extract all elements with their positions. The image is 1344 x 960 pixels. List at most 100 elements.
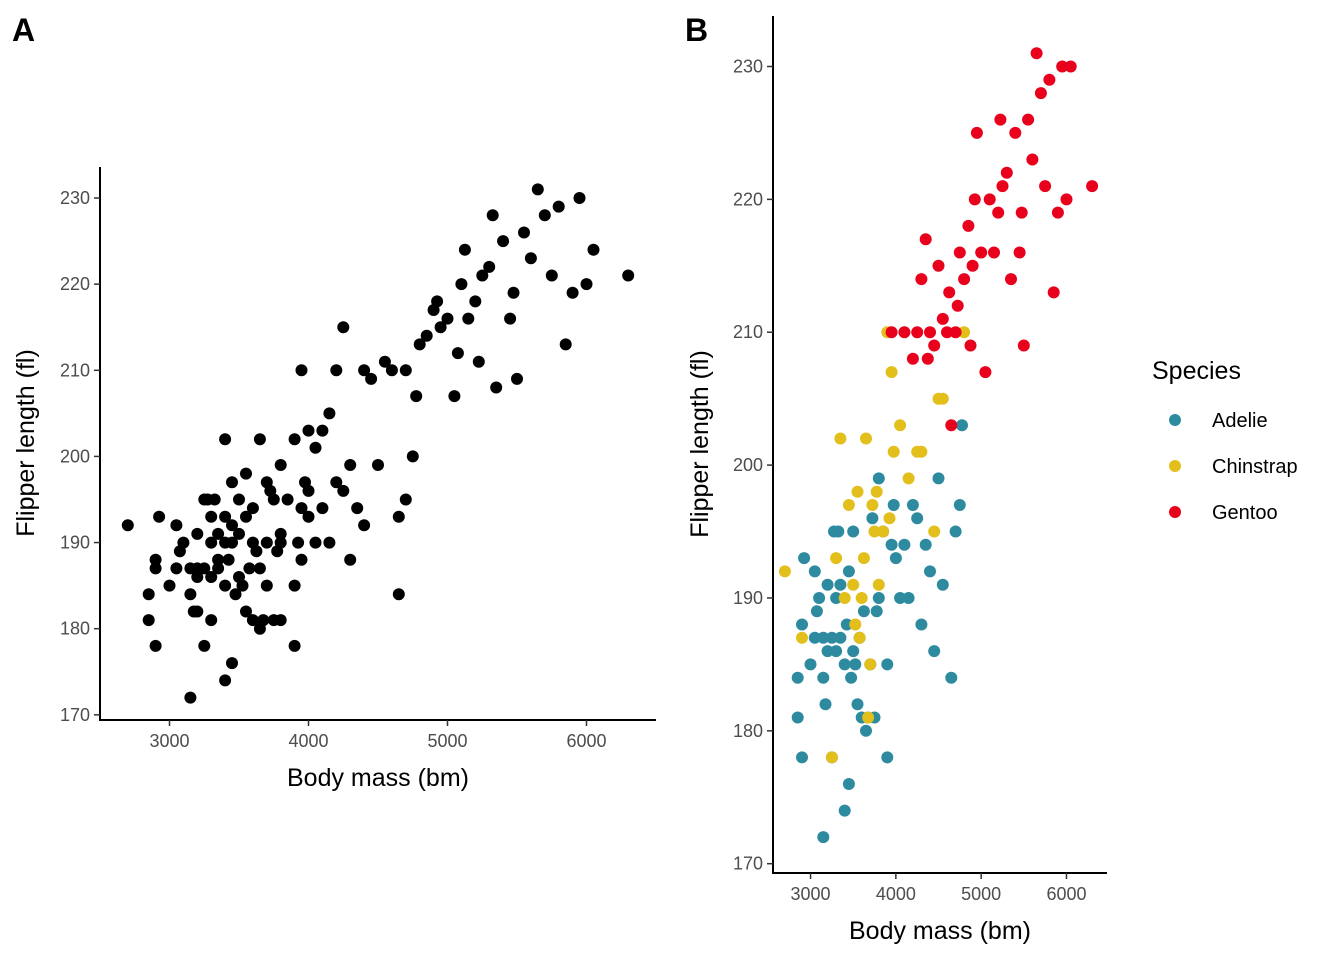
panel-b-point-gentoo bbox=[1015, 206, 1028, 219]
legend-item-gentoo: Gentoo bbox=[1169, 502, 1278, 524]
panel-b-point-adelie bbox=[928, 645, 941, 658]
panel-a-point-point bbox=[295, 364, 308, 377]
legend-swatch-adelie bbox=[1169, 414, 1181, 426]
panel-b-x-tick-label: 4000 bbox=[876, 884, 916, 904]
panel-b-point-adelie bbox=[872, 472, 885, 485]
panel-b-point-adelie bbox=[949, 525, 962, 538]
panel-a-point-point bbox=[476, 269, 489, 282]
panel-b-point-chinstrap bbox=[860, 432, 872, 445]
panel-b-point-chinstrap bbox=[847, 578, 860, 591]
panel-b-point-adelie bbox=[956, 419, 968, 432]
legend-item-adelie: Adelie bbox=[1169, 410, 1268, 432]
panel-b-point-adelie bbox=[834, 631, 847, 644]
panel-a-point-point bbox=[198, 639, 211, 652]
panel-b-point-gentoo bbox=[1051, 206, 1064, 219]
legend-label-gentoo: Gentoo bbox=[1212, 502, 1278, 524]
panel-b-point-adelie bbox=[838, 658, 851, 671]
panel-b-point-adelie bbox=[849, 658, 862, 671]
panel-b-point-gentoo bbox=[964, 339, 977, 352]
panel-a-point-point bbox=[219, 674, 232, 687]
panel-a-point-point bbox=[378, 355, 391, 368]
panel-b-point-adelie bbox=[832, 525, 845, 538]
panel-b-point-gentoo bbox=[1009, 126, 1022, 139]
panel-a-point-point bbox=[483, 260, 496, 273]
panel-b-point-gentoo bbox=[941, 326, 953, 339]
panel-b-point-chinstrap bbox=[883, 512, 896, 525]
panel-a-point-point bbox=[316, 502, 329, 515]
panel-a-point-point bbox=[274, 536, 287, 549]
panel-a-point-point bbox=[472, 355, 485, 368]
panel-a-x-tick-label: 6000 bbox=[566, 731, 606, 751]
panel-b-point-chinstrap bbox=[842, 499, 855, 511]
panel-b-point-adelie bbox=[872, 592, 885, 604]
panel-a-point-point bbox=[302, 424, 315, 437]
panel-b-point-gentoo bbox=[979, 366, 992, 379]
panel-b-point-gentoo bbox=[936, 312, 949, 325]
panel-a-point-point bbox=[497, 235, 510, 248]
panel-b-point-gentoo bbox=[919, 233, 932, 246]
panel-b-y-ticks: 170 180 190 200 210 220 230 bbox=[733, 56, 773, 874]
panel-a-point-point bbox=[205, 536, 218, 549]
panel-a-x-axis-title: Body mass (bm) bbox=[287, 764, 469, 792]
panel-a-point-point bbox=[250, 545, 263, 558]
panel-a-point-point bbox=[281, 493, 294, 506]
panel-b-point-gentoo bbox=[970, 126, 983, 139]
panel-a-point-point bbox=[274, 527, 287, 540]
panel-b-point-adelie bbox=[953, 499, 966, 511]
panel-b-point-gentoo bbox=[1034, 87, 1047, 100]
panel-a-point-point bbox=[406, 450, 419, 463]
panel-a-point-point bbox=[337, 321, 350, 334]
panel-b-point-adelie bbox=[840, 618, 853, 631]
panel-b-point-gentoo bbox=[992, 206, 1005, 219]
panel-a-point-point bbox=[462, 312, 475, 325]
panel-b-point-gentoo bbox=[966, 259, 979, 272]
panel-a-point-point bbox=[292, 536, 305, 549]
panel-a-point-point bbox=[177, 536, 190, 549]
panel-a-point-point bbox=[365, 372, 378, 385]
panel-a-point-point bbox=[288, 579, 301, 592]
panel-a-point-point bbox=[212, 527, 225, 540]
panel-b-y-tick-label: 180 bbox=[733, 721, 763, 741]
panel-b-point-adelie bbox=[821, 578, 834, 591]
panel-a-point-point bbox=[302, 484, 315, 497]
panel-a-point-point bbox=[486, 209, 499, 222]
panel-b-point-adelie bbox=[847, 645, 860, 658]
panel-b-point-gentoo bbox=[988, 246, 1000, 259]
panel-a-point-point bbox=[441, 312, 454, 325]
panel-b-point-adelie bbox=[817, 831, 830, 844]
panel-a-y-tick-label: 170 bbox=[60, 705, 90, 725]
panel-b-point-gentoo bbox=[951, 299, 964, 312]
panel-b-point-adelie bbox=[870, 605, 883, 618]
panel-b-x-axis-title: Body mass (bm) bbox=[849, 917, 1031, 945]
panel-a-point-point bbox=[170, 519, 183, 532]
panel-b-point-adelie bbox=[881, 751, 894, 764]
panel-a-point-point bbox=[351, 502, 364, 515]
panel-a-point-point bbox=[121, 519, 134, 532]
panel-b-point-chinstrap bbox=[862, 711, 875, 724]
panel-b-x-tick-label: 5000 bbox=[961, 884, 1001, 904]
panel-a-point-point bbox=[302, 510, 315, 523]
panel-a-point-point bbox=[219, 579, 232, 592]
panel-b-point-adelie bbox=[810, 605, 823, 618]
panel-b-point-gentoo bbox=[911, 326, 924, 339]
panel-a-point-point bbox=[184, 691, 197, 704]
panel-b-point-adelie bbox=[889, 552, 902, 565]
panel-a-point-point bbox=[344, 459, 357, 471]
panel-a-point-point bbox=[226, 476, 238, 489]
panel-b-point-adelie bbox=[857, 605, 870, 618]
panel-a-point-point bbox=[253, 433, 266, 446]
panel-b-point-gentoo bbox=[958, 273, 971, 286]
panel-a-y-ticks: 170 180 190 200 210 220 230 bbox=[60, 188, 100, 725]
panel-a-point-point bbox=[142, 588, 155, 601]
panel-a-point-point bbox=[469, 295, 482, 308]
panel-a-point-point bbox=[163, 579, 176, 592]
panel-a-point-point bbox=[545, 269, 558, 282]
panel-b-point-gentoo bbox=[898, 326, 911, 339]
panel-b-point-chinstrap bbox=[851, 485, 864, 498]
panel-b-point-chinstrap bbox=[864, 658, 877, 671]
panel-b-point-gentoo bbox=[996, 180, 1009, 193]
panel-a-point-point bbox=[170, 562, 183, 575]
panel-b-point-adelie bbox=[798, 552, 811, 565]
panel-a-point-point bbox=[385, 364, 398, 377]
panel-b-point-gentoo bbox=[1005, 273, 1017, 286]
